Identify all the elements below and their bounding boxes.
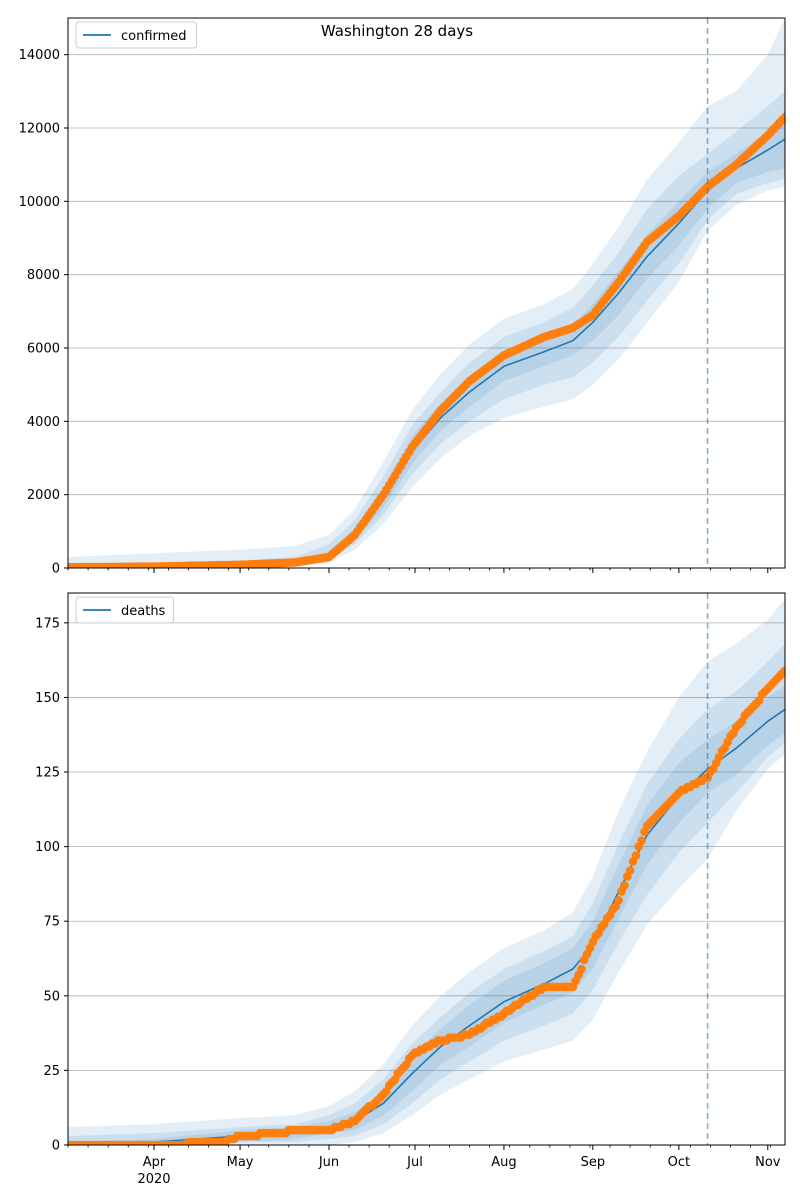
x-tick-label: Nov (755, 1155, 781, 1170)
axes-frame (67, 592, 786, 1146)
y-tick-label: 10000 (19, 195, 60, 210)
y-tick-label: 75 (43, 915, 60, 930)
x-tick-sublabel: 2020 (137, 1172, 170, 1187)
band-outer (68, 18, 785, 568)
y-tick-label: 125 (35, 766, 60, 781)
observed-point (620, 881, 629, 890)
band-outer (68, 599, 785, 1145)
y-tick-label: 14000 (19, 48, 60, 63)
y-tick-label: 150 (35, 691, 60, 706)
legend-box (75, 21, 197, 49)
y-tick-label: 12000 (19, 122, 60, 137)
plot-area (68, 18, 785, 568)
x-tick-label: Jun (318, 1155, 339, 1170)
legend: deaths (75, 596, 175, 624)
plot-area (68, 599, 785, 1145)
y-tick-label: 25 (43, 1064, 60, 1079)
x-tick-label: Oct (668, 1155, 690, 1170)
legend: confirmed (75, 21, 197, 49)
y-tick-label: 4000 (27, 415, 60, 430)
y-tick-label: 50 (43, 989, 60, 1004)
x-tick-label: Jul (406, 1155, 423, 1170)
observed-point (614, 896, 623, 905)
observed-point (637, 836, 646, 845)
legend-box (75, 596, 175, 624)
x-tick-label: Apr (143, 1155, 166, 1170)
band-inner (68, 685, 785, 1145)
y-tick-label: 8000 (27, 268, 60, 283)
y-tick-label: 0 (52, 562, 60, 577)
confirmed-chart: 0 2000 4000 6000 8000 10000 12000 14000 confirme… (19, 17, 786, 577)
legend-label: deaths (121, 604, 166, 619)
figure-title: Washington 28 days (321, 22, 473, 40)
legend-label: confirmed (121, 29, 187, 44)
y-tick-label: 0 (52, 1139, 60, 1154)
observed-point (577, 964, 586, 974)
observed-point (625, 866, 635, 875)
y-tick-label: 2000 (27, 488, 60, 503)
y-tick-label: 6000 (27, 342, 60, 357)
observed-point (631, 851, 641, 860)
observed-point (780, 666, 785, 675)
y-tick-label: 175 (35, 616, 60, 631)
x-tick-label: Aug (491, 1155, 516, 1170)
x-tick-label: May (227, 1155, 254, 1170)
axes-frame (67, 17, 786, 569)
x-tick-label: Sep (581, 1155, 606, 1170)
observed-point (780, 112, 785, 122)
deaths-chart: 0 25 50 75 100 125 150 175 Apr 2020 May Jun Jul Aug Se… (35, 592, 786, 1187)
y-tick-label: 100 (35, 840, 60, 855)
